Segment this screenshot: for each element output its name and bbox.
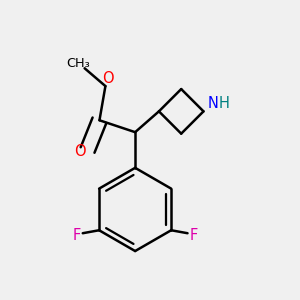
Text: F: F [73, 228, 81, 243]
Text: F: F [189, 228, 198, 243]
Text: O: O [103, 71, 114, 86]
Text: H: H [218, 95, 229, 110]
Text: N: N [208, 95, 218, 110]
Text: CH₃: CH₃ [66, 57, 90, 70]
Text: O: O [74, 144, 86, 159]
